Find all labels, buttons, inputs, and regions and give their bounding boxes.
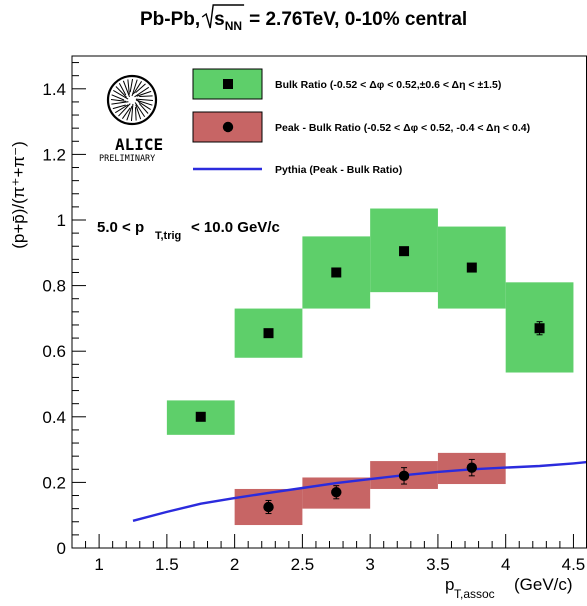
logo-text: ALICE — [115, 135, 163, 154]
logo-ray-25 — [136, 90, 152, 97]
logo-ray-20 — [129, 78, 134, 93]
legend: Bulk Ratio (-0.52 < Δφ < 0.52,±0.6 < Δη … — [192, 68, 530, 176]
legend-marker-1 — [222, 121, 234, 133]
logo-ray-26 — [139, 95, 153, 98]
title-main: Pb-Pb, — [140, 9, 200, 30]
y-axis-label: (p+p̄)/(π⁺+π⁻) — [9, 141, 28, 249]
logo-ray-3 — [134, 102, 146, 118]
x-axis-label-sub: T,assoc — [454, 587, 495, 601]
peak-point-2 — [398, 470, 410, 482]
pythia-curve — [132, 460, 587, 522]
logo-ray-7 — [126, 105, 133, 121]
logo-sub: PRELIMINARY — [99, 154, 155, 164]
peak-point-0 — [263, 501, 274, 513]
logo-ray-11 — [112, 104, 126, 110]
y-tick-label-4: 0.8 — [42, 277, 66, 296]
legend-label-0: Bulk Ratio (-0.52 < Δφ < 0.52,±0.6 < Δη … — [275, 79, 501, 91]
y-tick-label-0: 0 — [57, 539, 66, 558]
logo-ray-27 — [135, 98, 154, 102]
logo-ray-24 — [134, 86, 150, 98]
x-axis-label: p T,assoc (GeV/c) — [445, 575, 573, 601]
logo-ray-8 — [122, 107, 131, 119]
legend-label-2: Pythia (Peak - Bulk Ratio) — [275, 164, 402, 176]
logo-ray-12 — [111, 101, 129, 105]
x-tick-label-5: 3.5 — [426, 555, 450, 574]
systematic-boxes — [166, 208, 574, 526]
bulk-point-0 — [195, 411, 206, 422]
x-axis-label-unit: (GeV/c) — [514, 575, 573, 594]
axis-tick-labels: 1 1.5 2 2.5 3 3.5 4 4.5 0 0.2 0.4 0.6 0.8 1 1.2 1.4 — [42, 80, 585, 574]
peak-point-1 — [331, 487, 342, 498]
logo-ray-16 — [115, 86, 127, 98]
bulk-point-1 — [263, 328, 274, 339]
y-tick-label-5: 1 — [57, 211, 66, 230]
kinematic-annotation: 5.0 < p T,trig < 10.0 GeV/c — [97, 219, 280, 242]
y-tick-label-6: 1.2 — [42, 145, 66, 164]
y-tick-label-2: 0.4 — [42, 408, 66, 427]
x-tick-label-1: 1.5 — [155, 555, 179, 574]
logo-ray-23 — [135, 83, 146, 94]
legend-marker-0 — [223, 79, 233, 89]
logo-ray-22 — [132, 81, 143, 95]
x-tick-label-0: 1 — [94, 555, 103, 574]
pythia-curve-group — [132, 460, 587, 522]
x-axis-label-main: p — [445, 575, 454, 594]
logo-ray-6 — [130, 103, 134, 122]
axis-ticks — [71, 62, 587, 549]
bulk-point-2 — [331, 267, 342, 278]
logo-ray-13 — [110, 98, 127, 102]
x-tick-label-6: 4 — [501, 555, 510, 574]
logo-ray-5 — [134, 107, 137, 121]
peak-point-3 — [466, 462, 478, 473]
logo-ray-10 — [114, 104, 129, 114]
logo-outer-ring — [106, 74, 158, 126]
logo-ray-17 — [118, 83, 127, 96]
title-sqrt-var: s — [214, 9, 225, 30]
logo-ray-15 — [113, 89, 129, 100]
bulk-point-5 — [534, 323, 545, 334]
bulk-point-3 — [399, 246, 410, 257]
logo-ray-9 — [118, 103, 131, 117]
y-tick-label-3: 0.6 — [42, 342, 66, 361]
bulk-point-4 — [466, 262, 477, 273]
logo-ray-18 — [122, 80, 130, 98]
x-tick-label-4: 3 — [365, 555, 374, 574]
alice-logo: ALICE PRELIMINARY — [99, 74, 163, 164]
logo-ray-1 — [137, 100, 151, 111]
x-tick-label-7: 4.5 — [562, 555, 586, 574]
data-points — [195, 246, 545, 515]
chart-title: Pb-Pb, s NN = 2.76TeV, 0-10% central — [140, 4, 467, 33]
logo-ray-2 — [138, 103, 149, 114]
annotation-sub: T,trig — [155, 230, 181, 242]
logo-ray-19 — [127, 79, 130, 95]
logo-ray-21 — [131, 79, 138, 97]
title-sqrt-sub: NN — [225, 19, 242, 33]
logo-ray-0 — [135, 99, 153, 106]
y-axis-label-text: (p+p̄)/(π⁺+π⁻) — [9, 141, 28, 249]
annotation-tail: < 10.0 GeV/c — [191, 219, 280, 236]
x-tick-label-2: 2 — [230, 555, 239, 574]
logo-ray-4 — [135, 104, 142, 120]
y-tick-label-7: 1.4 — [42, 80, 66, 99]
x-tick-label-3: 2.5 — [291, 555, 315, 574]
legend-label-1: Peak - Bulk Ratio (-0.52 < Δφ < 0.52, -0… — [275, 122, 530, 134]
title-text: Pb-Pb, — [140, 9, 200, 30]
logo-ray-14 — [111, 94, 125, 101]
sqrt-symbol — [201, 4, 245, 29]
y-tick-label-1: 0.2 — [42, 473, 66, 492]
annotation-main: 5.0 < p — [97, 219, 144, 236]
title-energy: = 2.76TeV, 0-10% central — [249, 9, 467, 30]
alice-logo-burst-icon — [106, 74, 158, 126]
